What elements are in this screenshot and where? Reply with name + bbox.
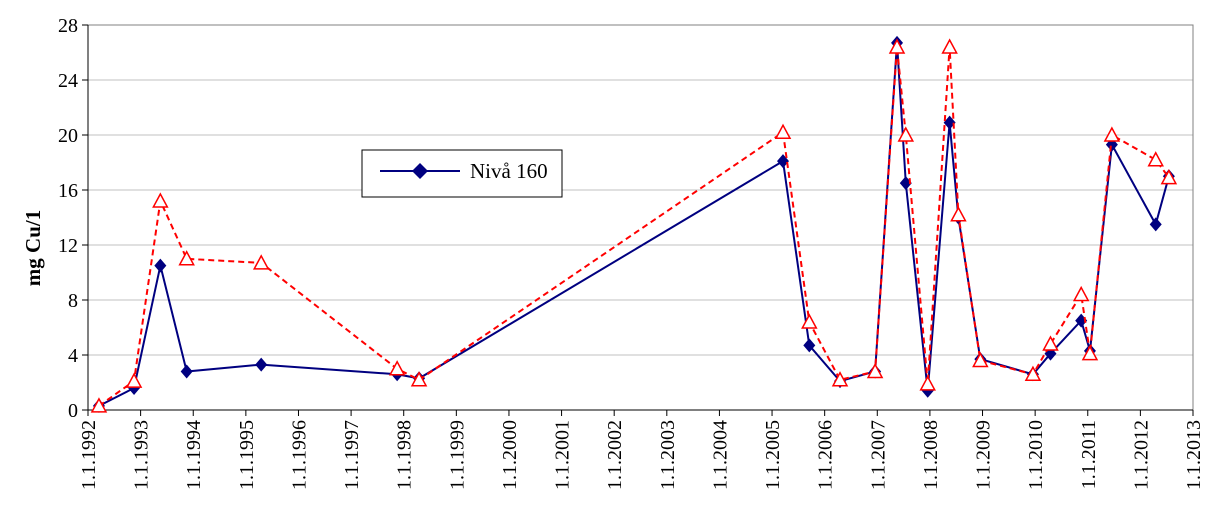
data-point <box>866 362 884 379</box>
x-tick-label: 1.1.1998 <box>394 420 416 490</box>
x-tick-label: 1.1.2012 <box>1130 420 1152 490</box>
data-point <box>255 357 268 372</box>
data-point <box>154 258 167 273</box>
data-point <box>252 254 270 270</box>
legend-box <box>361 149 563 198</box>
data-point <box>152 192 169 208</box>
legend-marker-diamond <box>412 163 428 179</box>
x-tick-label: 1.1.2005 <box>762 420 784 490</box>
data-point <box>972 351 989 368</box>
data-point <box>1072 285 1090 302</box>
x-tick-label: 1.1.2001 <box>552 420 574 490</box>
data-point <box>888 38 906 54</box>
data-point <box>950 206 967 222</box>
series-2 <box>90 38 1178 413</box>
x-tick-label: 1.1.1996 <box>288 420 310 490</box>
x-tick-label: 1.1.2006 <box>815 420 837 490</box>
x-tick-label: 1.1.1999 <box>446 420 468 490</box>
data-point <box>180 364 193 379</box>
x-tick-label: 1.1.2000 <box>499 420 521 490</box>
x-tick-label: 1.1.1995 <box>236 420 258 490</box>
gridlines <box>87 24 1194 411</box>
data-point <box>125 372 143 388</box>
x-tick-label: 1.1.2008 <box>920 420 942 490</box>
data-point <box>388 360 406 376</box>
y-tick-label: 28 <box>58 15 78 37</box>
data-point <box>1147 151 1164 167</box>
data-point <box>831 371 849 387</box>
data-point <box>1024 365 1042 381</box>
y-tick-label: 16 <box>58 180 78 202</box>
x-tick-label: 1.1.1997 <box>341 420 363 490</box>
x-tick-label: 1.1.2002 <box>604 420 626 490</box>
legend: Nivå 160 <box>361 149 563 198</box>
data-point <box>1081 345 1099 361</box>
x-tick-label: 1.1.1993 <box>131 420 153 490</box>
data-point <box>919 375 936 391</box>
data-point <box>1103 126 1121 142</box>
series-2-line <box>98 46 1170 407</box>
data-point <box>943 115 956 130</box>
y-tick-label: 8 <box>68 290 78 312</box>
series <box>90 35 1178 413</box>
data-point <box>774 123 792 139</box>
x-tick-label: 1.1.2011 <box>1078 420 1100 489</box>
data-point <box>1042 335 1059 351</box>
y-tick-label: 4 <box>68 345 78 367</box>
y-tick-label: 12 <box>58 235 78 257</box>
data-point <box>803 338 816 353</box>
x-tick-label: 1.1.2004 <box>709 420 731 490</box>
x-tick-label: 1.1.2013 <box>1183 420 1205 490</box>
y-tick-label: 20 <box>58 125 78 147</box>
x-tick-label: 1.1.2007 <box>867 420 889 490</box>
x-tick-label: 1.1.2003 <box>657 420 679 490</box>
data-point <box>941 38 958 54</box>
y-tick-label: 24 <box>58 70 78 92</box>
x-tick-label: 1.1.1994 <box>183 420 205 490</box>
axes: 0 4 8 12 16 20 24 28 1.1.1992 1.1.1993 1.1.1994 1.1… <box>58 15 1205 490</box>
legend-label: Nivå 160 <box>470 159 548 183</box>
plot-area <box>87 24 1194 411</box>
series-1 <box>92 35 1175 413</box>
y-tick-label: 0 <box>68 400 78 422</box>
data-point <box>410 371 428 387</box>
series-1-line <box>98 42 1170 407</box>
data-point <box>1160 169 1178 185</box>
x-tick-label: 1.1.1992 <box>78 420 100 490</box>
x-tick-label: 1.1.2009 <box>973 420 995 490</box>
y-axis-title: mg Cu/1 <box>21 210 45 286</box>
data-point <box>897 126 915 142</box>
data-point <box>178 250 195 266</box>
data-point <box>801 313 818 329</box>
data-point <box>1149 217 1162 232</box>
data-point <box>90 397 108 413</box>
x-tick-label: 1.1.2010 <box>1025 420 1047 490</box>
